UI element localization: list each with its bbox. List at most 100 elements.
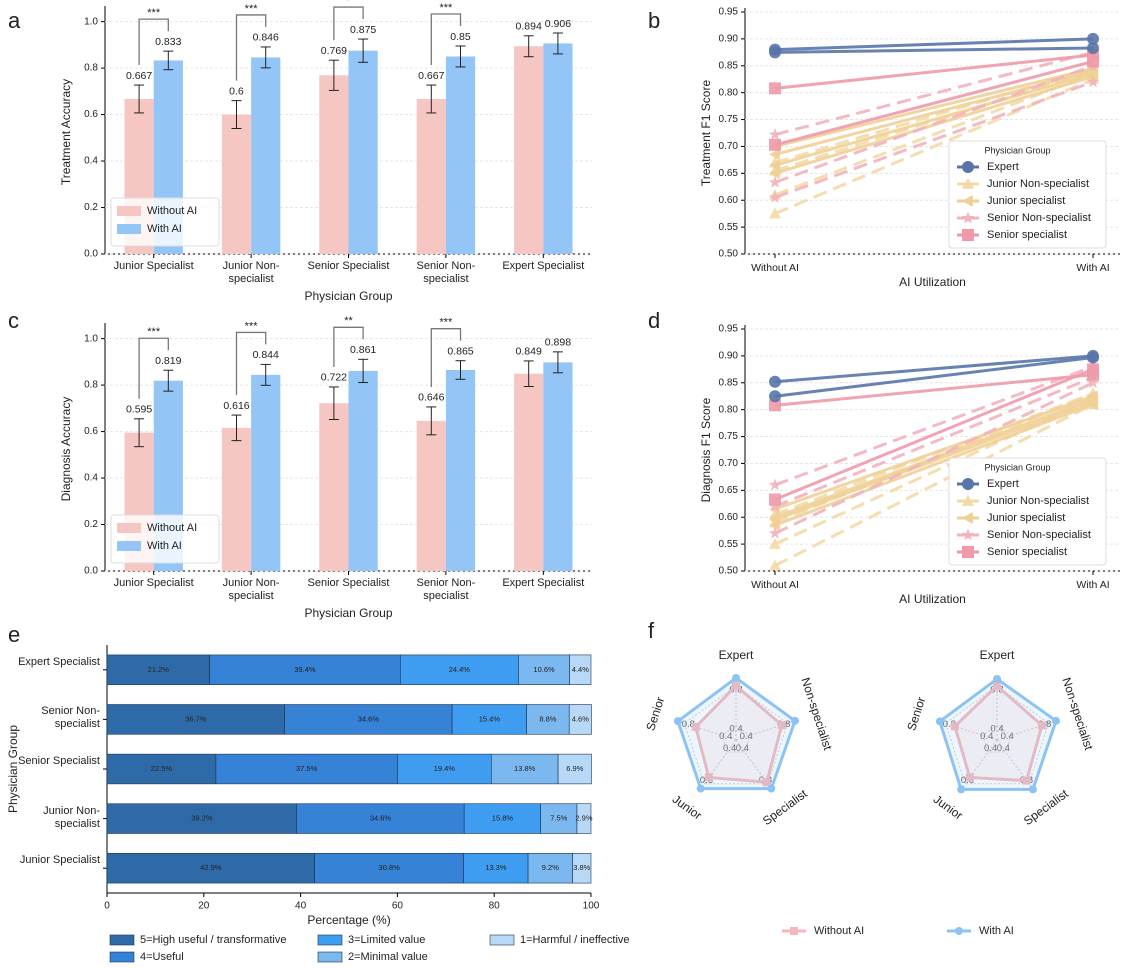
legend-label: Junior Non-specialist	[987, 178, 1089, 190]
legend-title: Physician Group	[984, 462, 1050, 472]
x-tick-label: Without AI	[751, 579, 799, 591]
r-tick-label: 0.4	[719, 731, 732, 742]
bar-segment	[527, 853, 573, 884]
marker	[1087, 42, 1099, 55]
y-tick-label: 0.55	[719, 222, 739, 233]
spoke	[935, 719, 998, 741]
y-tick-label: 0.0	[84, 249, 98, 260]
value-label: 37.5%	[296, 764, 318, 773]
y-tick-label: 0.4	[84, 473, 98, 484]
x-tick-label: 80	[489, 901, 501, 912]
marker	[769, 390, 781, 403]
bar-segment	[451, 704, 527, 735]
y-tick-label: 0.95	[719, 7, 739, 18]
bar	[416, 420, 446, 571]
marker	[962, 229, 974, 241]
error-bar	[523, 35, 534, 58]
data-line	[774, 402, 1094, 567]
y-tick-label: 0.6	[84, 109, 98, 120]
axis-label: Specialist	[760, 786, 810, 828]
y-tick-label: 0.2	[84, 519, 98, 530]
r-tick-label: 0.8	[943, 719, 956, 730]
bar-segment	[106, 853, 315, 884]
axis-label: Junior	[670, 792, 705, 823]
r-tick-label: 0.4	[984, 743, 997, 754]
marker	[962, 512, 973, 524]
x-tick-label: Without AI	[751, 262, 799, 274]
legend-swatch	[117, 523, 141, 533]
bar-segment	[215, 753, 398, 785]
panel-label: b	[648, 8, 660, 33]
value-label: 0.819	[155, 355, 181, 367]
value-label: 15.8%	[492, 814, 514, 823]
marker	[1087, 70, 1098, 83]
radar-area	[694, 683, 784, 784]
axis-label: Senior	[904, 695, 928, 732]
marker	[768, 478, 782, 491]
panel-label: f	[648, 618, 655, 643]
value-label: 0.616	[223, 400, 249, 412]
value-label: 2.9%	[575, 814, 592, 823]
r-tick-label: 0.4	[723, 743, 736, 754]
y-tick-label: 0.90	[719, 34, 739, 45]
x-tick-label: 20	[198, 901, 210, 912]
x-axis-label: AI Utilization	[899, 592, 966, 606]
bar	[251, 57, 281, 254]
value-label: 7.5%	[550, 814, 567, 823]
y-tick-label-box: Senior Specialist	[18, 755, 100, 767]
significance-bracket	[138, 337, 169, 399]
value-label: 0.667	[418, 70, 444, 82]
value-label: 0.849	[516, 346, 542, 358]
marker	[1028, 785, 1037, 794]
x-axis-label: Physician Group	[304, 606, 392, 620]
legend-label: 5=High useful / transformative	[140, 934, 286, 946]
value-label: 0.875	[350, 24, 376, 36]
y-tick-label: Junior Non-specialist	[43, 804, 100, 830]
bar-segment	[106, 704, 285, 735]
x-tick-label-box: Senior Non-specialist	[417, 260, 476, 285]
marker	[962, 546, 974, 558]
significance-bracket	[430, 328, 462, 387]
bar	[514, 46, 544, 254]
value-label: 0.894	[516, 21, 542, 33]
error-bar	[134, 84, 145, 114]
marker	[1087, 351, 1099, 364]
marker	[769, 148, 780, 161]
error-bar	[231, 100, 242, 130]
marker	[769, 538, 781, 549]
significance-stars: **	[344, 315, 353, 327]
value-label: 0.898	[545, 337, 571, 349]
value-label: 0.646	[418, 392, 444, 404]
legend-label: 1=Harmful / ineffective	[520, 934, 630, 946]
x-tick-label-box: Junior Specialist	[114, 260, 194, 272]
y-tick-label: 0.95	[719, 324, 739, 335]
bar-segment	[569, 654, 592, 685]
y-tick-label: Senior Specialist	[18, 755, 100, 767]
bar	[445, 369, 476, 571]
error-bar	[358, 358, 369, 384]
error-bar	[552, 32, 563, 55]
data-line	[774, 77, 1094, 216]
legend-swatch	[117, 206, 141, 216]
data-line	[774, 67, 1094, 148]
axis-label: Specialist	[1021, 786, 1071, 828]
x-tick-label-box: Senior Specialist	[308, 260, 390, 272]
legend-label: Junior specialist	[987, 195, 1065, 207]
y-tick-label: 0.8	[84, 63, 98, 74]
grid-ring	[683, 685, 789, 785]
x-tick-label: With AI	[1076, 579, 1109, 591]
bar	[348, 370, 378, 571]
error-bar	[455, 360, 466, 380]
data-line	[774, 381, 1094, 535]
x-tick-label: Expert Specialist	[502, 577, 585, 589]
marker	[790, 716, 799, 725]
r-tick-label: 0.4	[740, 731, 753, 742]
legend-swatch	[109, 951, 135, 963]
bar-segment	[568, 704, 592, 735]
value-label: 0.595	[126, 404, 152, 416]
spoke	[735, 719, 798, 741]
marker	[769, 159, 780, 172]
error-bar	[552, 351, 563, 374]
bar-segment	[106, 803, 298, 834]
value-label: 36.7%	[185, 714, 207, 723]
